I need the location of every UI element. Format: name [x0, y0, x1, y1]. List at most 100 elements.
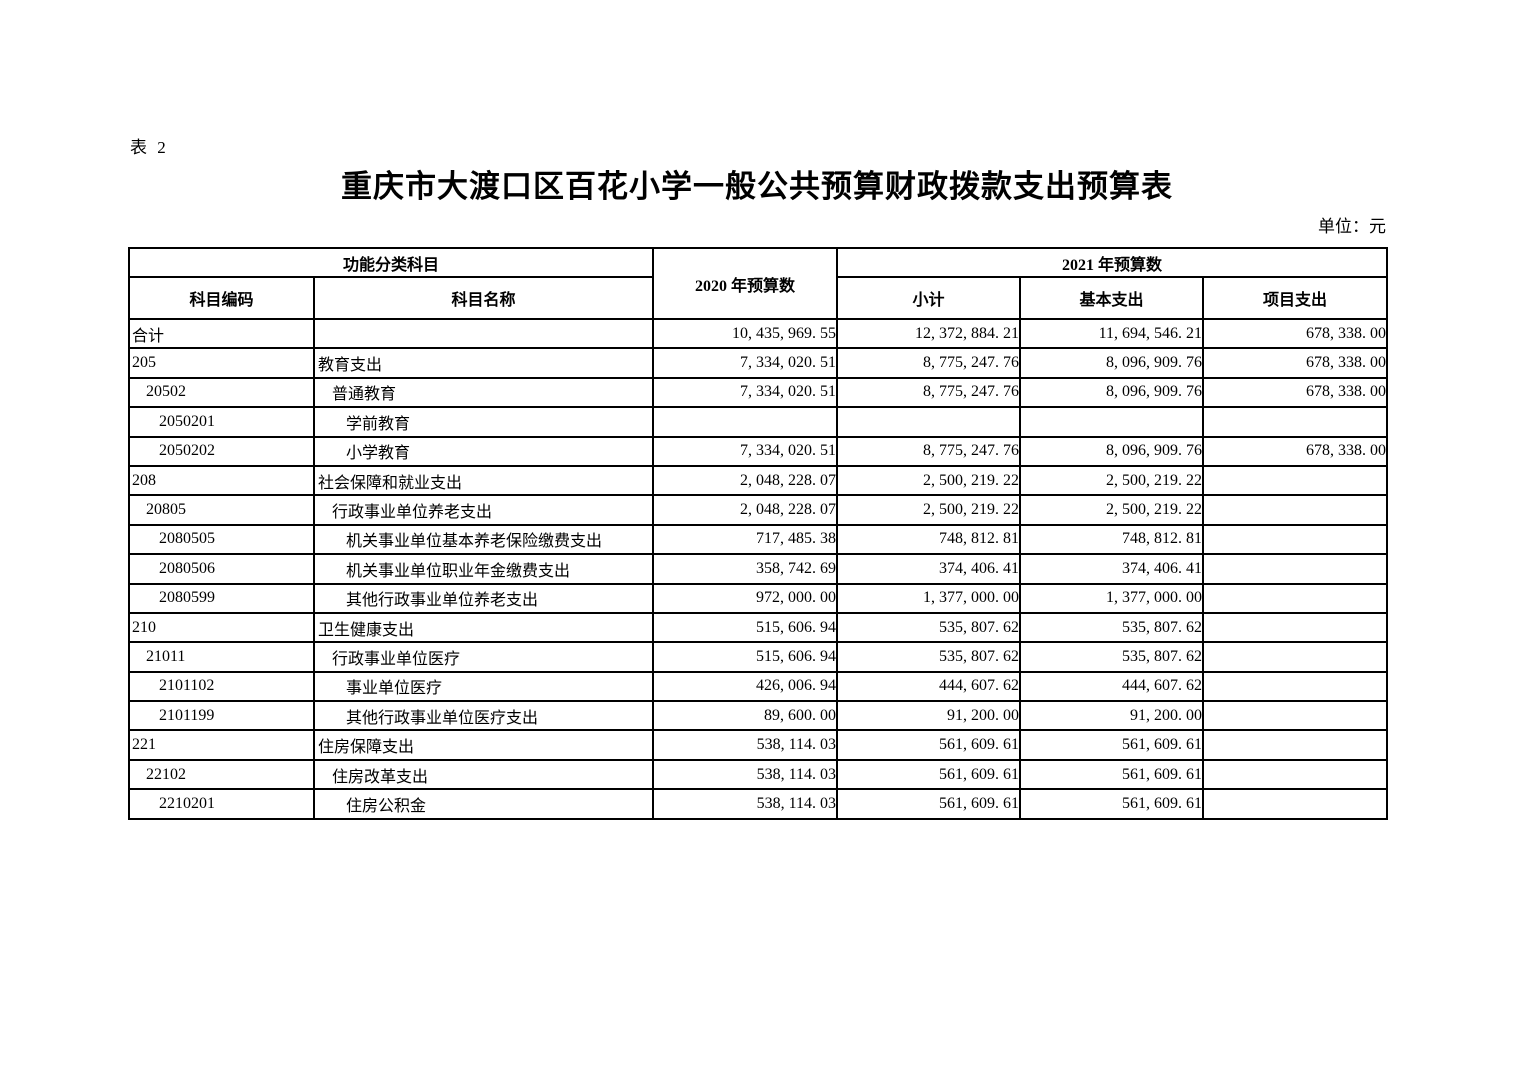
cell-2021-subtotal: 2, 500, 219. 22: [836, 494, 1022, 526]
page-title: 重庆市大渡口区百花小学一般公共预算财政拨款支出预算表: [341, 169, 1173, 204]
cell-2021-project: 678, 338. 00: [1202, 376, 1389, 409]
table-row: 2050202 小学教育 7, 334, 020. 51 8, 775, 247. 7…: [128, 435, 1389, 467]
cell-2021-project: 678, 338. 00: [1202, 317, 1389, 350]
header-subject-code: 科目编码: [128, 276, 315, 320]
cell-2020-budget: 515, 606. 94: [652, 611, 839, 644]
cell-subject-code: 208: [128, 464, 315, 497]
cell-2021-basic: 2, 500, 219. 22: [1019, 494, 1205, 526]
table-row: 21011 行政事业单位医疗 515, 606. 94 535, 807. 62 535…: [128, 641, 1389, 673]
cell-2021-basic: 748, 812. 81: [1019, 523, 1205, 556]
cell-2021-basic: 535, 807. 62: [1019, 641, 1205, 673]
cell-2021-project: [1202, 553, 1389, 585]
header-basic-expenditure: 基本支出: [1019, 276, 1205, 320]
table-row: 22102 住房改革支出 538, 114. 03 561, 609. 61 561, …: [128, 758, 1389, 791]
cell-subject-name: 机关事业单位基本养老保险缴费支出: [312, 523, 655, 556]
cell-2020-budget: 89, 600. 00: [652, 700, 839, 732]
header-subtotal: 小计: [836, 276, 1022, 320]
cell-2021-subtotal: 748, 812. 81: [836, 523, 1022, 556]
cell-subject-name: 行政事业单位医疗: [312, 641, 655, 673]
cell-2021-project: 678, 338. 00: [1202, 435, 1389, 467]
cell-2021-basic: 8, 096, 909. 76: [1019, 376, 1205, 409]
cell-2020-budget: 538, 114. 03: [652, 729, 839, 761]
cell-2021-basic: 8, 096, 909. 76: [1019, 347, 1205, 379]
cell-2020-budget: 538, 114. 03: [652, 758, 839, 791]
table-row: 205 教育支出 7, 334, 020. 51 8, 775, 247. 76 8, …: [128, 347, 1389, 379]
header-row-2: 科目编码 科目名称 小计 基本支出 项目支出: [128, 276, 1389, 320]
cell-2021-subtotal: 561, 609. 61: [836, 788, 1022, 820]
cell-subject-code: 2080505: [128, 523, 315, 556]
cell-2021-project: [1202, 788, 1389, 820]
budget-table: 功能分类科目 2020 年预算数 2021 年预算数 科目编码 科目名称 小计 …: [127, 247, 1389, 820]
cell-2021-basic: 91, 200. 00: [1019, 700, 1205, 732]
cell-subject-code: 2210201: [128, 788, 315, 820]
cell-subject-code: 合计: [128, 317, 315, 350]
header-functional-category: 功能分类科目: [127, 247, 655, 278]
budget-table-body: 合计 10, 435, 969. 55 12, 372, 884. 21 11, 69…: [128, 317, 1389, 820]
cell-2021-project: [1202, 700, 1389, 732]
header-project-expenditure: 项目支出: [1202, 276, 1389, 320]
cell-2021-basic: 8, 096, 909. 76: [1019, 435, 1205, 467]
cell-subject-code: 2080599: [128, 582, 315, 614]
cell-2021-basic: 561, 609. 61: [1019, 788, 1205, 820]
table-row: 208 社会保障和就业支出 2, 048, 228. 07 2, 500, 219. …: [128, 464, 1389, 497]
cell-subject-name: 其他行政事业单位医疗支出: [312, 700, 655, 732]
cell-subject-name: 行政事业单位养老支出: [312, 494, 655, 526]
cell-2021-subtotal: 1, 377, 000. 00: [836, 582, 1022, 614]
cell-2021-project: [1202, 582, 1389, 614]
cell-2020-budget: 7, 334, 020. 51: [652, 435, 839, 467]
cell-2021-subtotal: 561, 609. 61: [836, 729, 1022, 761]
cell-2021-project: [1202, 670, 1389, 703]
cell-2021-subtotal: [836, 406, 1022, 438]
table-row: 2080505 机关事业单位基本养老保险缴费支出 717, 485. 38 748, …: [128, 523, 1389, 556]
cell-2020-budget: [652, 406, 839, 438]
cell-2020-budget: 717, 485. 38: [652, 523, 839, 556]
cell-subject-code: 20805: [128, 494, 315, 526]
cell-2021-subtotal: 535, 807. 62: [836, 611, 1022, 644]
table-row: 2080506 机关事业单位职业年金缴费支出 358, 742. 69 374, 40…: [128, 553, 1389, 585]
unit-note: 单位：元: [1318, 217, 1386, 236]
table-row: 210 卫生健康支出 515, 606. 94 535, 807. 62 535, 80…: [128, 611, 1389, 644]
cell-2021-project: [1202, 406, 1389, 438]
table-label: 表 2: [130, 138, 169, 157]
cell-2020-budget: 2, 048, 228. 07: [652, 464, 839, 497]
cell-2021-project: [1202, 758, 1389, 791]
cell-2021-project: [1202, 523, 1389, 556]
header-subject-name: 科目名称: [312, 276, 655, 320]
table-row: 2050201 学前教育: [128, 406, 1389, 438]
cell-subject-code: 2050202: [128, 435, 315, 467]
cell-2020-budget: 7, 334, 020. 51: [652, 347, 839, 379]
cell-2021-subtotal: 444, 607. 62: [836, 670, 1022, 703]
cell-2021-subtotal: 8, 775, 247. 76: [836, 347, 1022, 379]
header-2021-budget: 2021 年预算数: [836, 247, 1389, 278]
cell-subject-name: 卫生健康支出: [312, 611, 655, 644]
cell-2020-budget: 7, 334, 020. 51: [652, 376, 839, 409]
header-2020-budget: 2020 年预算数: [652, 247, 839, 320]
cell-2021-basic: 561, 609. 61: [1019, 758, 1205, 791]
cell-2021-project: 678, 338. 00: [1202, 347, 1389, 379]
cell-subject-code: 22102: [128, 758, 315, 791]
table-row: 20502 普通教育 7, 334, 020. 51 8, 775, 247. 76 8…: [128, 376, 1389, 409]
cell-subject-name: 教育支出: [312, 347, 655, 379]
cell-subject-name: 事业单位医疗: [312, 670, 655, 703]
cell-subject-name: 普通教育: [312, 376, 655, 409]
cell-2020-budget: 538, 114. 03: [652, 788, 839, 820]
cell-2020-budget: 10, 435, 969. 55: [652, 317, 839, 350]
cell-subject-name: 其他行政事业单位养老支出: [312, 582, 655, 614]
cell-2021-basic: 374, 406. 41: [1019, 553, 1205, 585]
cell-2021-subtotal: 374, 406. 41: [836, 553, 1022, 585]
table-row: 2101199 其他行政事业单位医疗支出 89, 600. 00 91, 200. 0…: [128, 700, 1389, 732]
cell-2021-project: [1202, 641, 1389, 673]
table-row: 2101102 事业单位医疗 426, 006. 94 444, 607. 62 444…: [128, 670, 1389, 703]
cell-2021-project: [1202, 494, 1389, 526]
table-row: 合计 10, 435, 969. 55 12, 372, 884. 21 11, 69…: [128, 317, 1389, 350]
cell-subject-code: 2101199: [128, 700, 315, 732]
cell-2021-basic: 11, 694, 546. 21: [1019, 317, 1205, 350]
cell-subject-name: 住房公积金: [312, 788, 655, 820]
cell-subject-code: 21011: [128, 641, 315, 673]
cell-subject-name: 住房改革支出: [312, 758, 655, 791]
cell-2021-basic: 2, 500, 219. 22: [1019, 464, 1205, 497]
cell-2021-subtotal: 8, 775, 247. 76: [836, 376, 1022, 409]
cell-2021-subtotal: 8, 775, 247. 76: [836, 435, 1022, 467]
cell-2021-basic: 1, 377, 000. 00: [1019, 582, 1205, 614]
